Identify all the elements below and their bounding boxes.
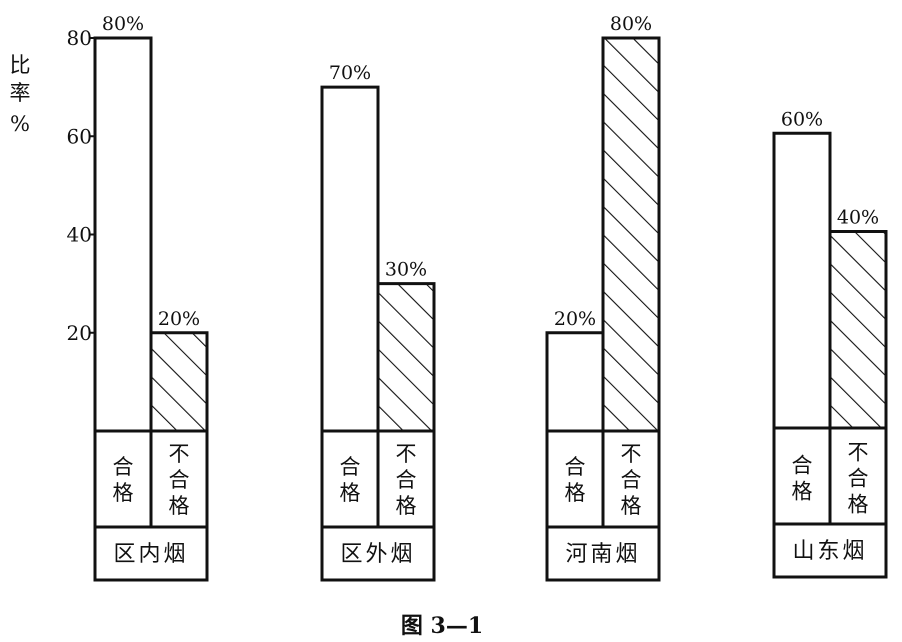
bar-label-char: 合 <box>565 455 586 479</box>
data-label: 80% <box>610 13 652 35</box>
bar-unqualified <box>601 36 661 433</box>
bar-label-cell <box>93 429 153 529</box>
bar-label-cell <box>545 429 605 529</box>
bar-label-char: 格 <box>169 494 190 518</box>
bar-label-char: 合 <box>792 454 813 478</box>
bar-label-char: 合 <box>396 468 417 492</box>
bar-label-char: 合 <box>621 468 642 492</box>
data-label: 80% <box>102 13 144 35</box>
bar-label-char: 格 <box>848 493 869 517</box>
y-tick-label: 60 <box>67 124 92 148</box>
bar-label-cell <box>376 429 436 529</box>
bar-label-cell <box>772 426 832 529</box>
bar-unqualified <box>149 331 209 433</box>
data-label: 70% <box>329 62 371 84</box>
y-axis-label-char: 比 <box>10 53 31 77</box>
y-tick-label: 80 <box>67 26 92 50</box>
region-box <box>772 522 888 579</box>
region-label: 河南烟 <box>565 542 640 567</box>
bar-label-cell <box>601 429 661 529</box>
bar-qualified <box>93 36 153 433</box>
bar-label-char: 不 <box>169 442 190 466</box>
y-tick-label: 20 <box>67 321 92 345</box>
bar-label-char: 合 <box>340 455 361 479</box>
data-label: 20% <box>554 308 596 330</box>
bar-label-char: 不 <box>396 442 417 466</box>
bar-qualified <box>772 131 832 430</box>
y-axis-label-char: 率 <box>10 81 31 105</box>
bar-qualified <box>320 85 380 433</box>
bar-unqualified <box>828 230 888 430</box>
region-box <box>545 525 661 582</box>
y-axis-label: 比率% <box>10 53 31 136</box>
bar-label-char: 不 <box>621 442 642 466</box>
bar-label-char: 合 <box>848 467 869 491</box>
region-label: 区外烟 <box>340 542 415 567</box>
y-tick-label: 40 <box>67 223 92 247</box>
bar-label-char: 不 <box>848 441 869 465</box>
data-label: 60% <box>781 108 823 130</box>
bar-label-char: 格 <box>792 480 813 504</box>
bar-label-char: 格 <box>340 481 361 505</box>
bar-label-char: 合 <box>113 455 134 479</box>
bar-label-cell <box>320 429 380 529</box>
bar-groups: 80%合格20%不合格区内烟70%合格30%不合格区外烟20%合格80%不合格河… <box>93 13 888 582</box>
region-box <box>320 525 436 582</box>
region-label: 区内烟 <box>113 542 188 567</box>
data-label: 30% <box>385 259 427 281</box>
y-axis-ticks: 20 40 60 80 <box>67 26 95 345</box>
bar-label-char: 合 <box>169 468 190 492</box>
region-box <box>93 525 209 582</box>
bar-label-char: 格 <box>621 494 642 518</box>
region-label: 山东烟 <box>792 539 867 564</box>
bar-label-char: 格 <box>396 494 417 518</box>
data-label: 20% <box>158 308 200 330</box>
bar-label-char: 格 <box>113 481 134 505</box>
bar-label-char: 格 <box>565 481 586 505</box>
bar-unqualified <box>376 282 436 433</box>
bar-label-cell <box>149 429 209 529</box>
y-axis-label-char: % <box>10 112 30 136</box>
bar-qualified <box>545 331 605 433</box>
figure-caption: 图 3—1 <box>401 613 483 639</box>
bar-label-cell <box>828 426 888 529</box>
data-label: 40% <box>837 207 879 229</box>
